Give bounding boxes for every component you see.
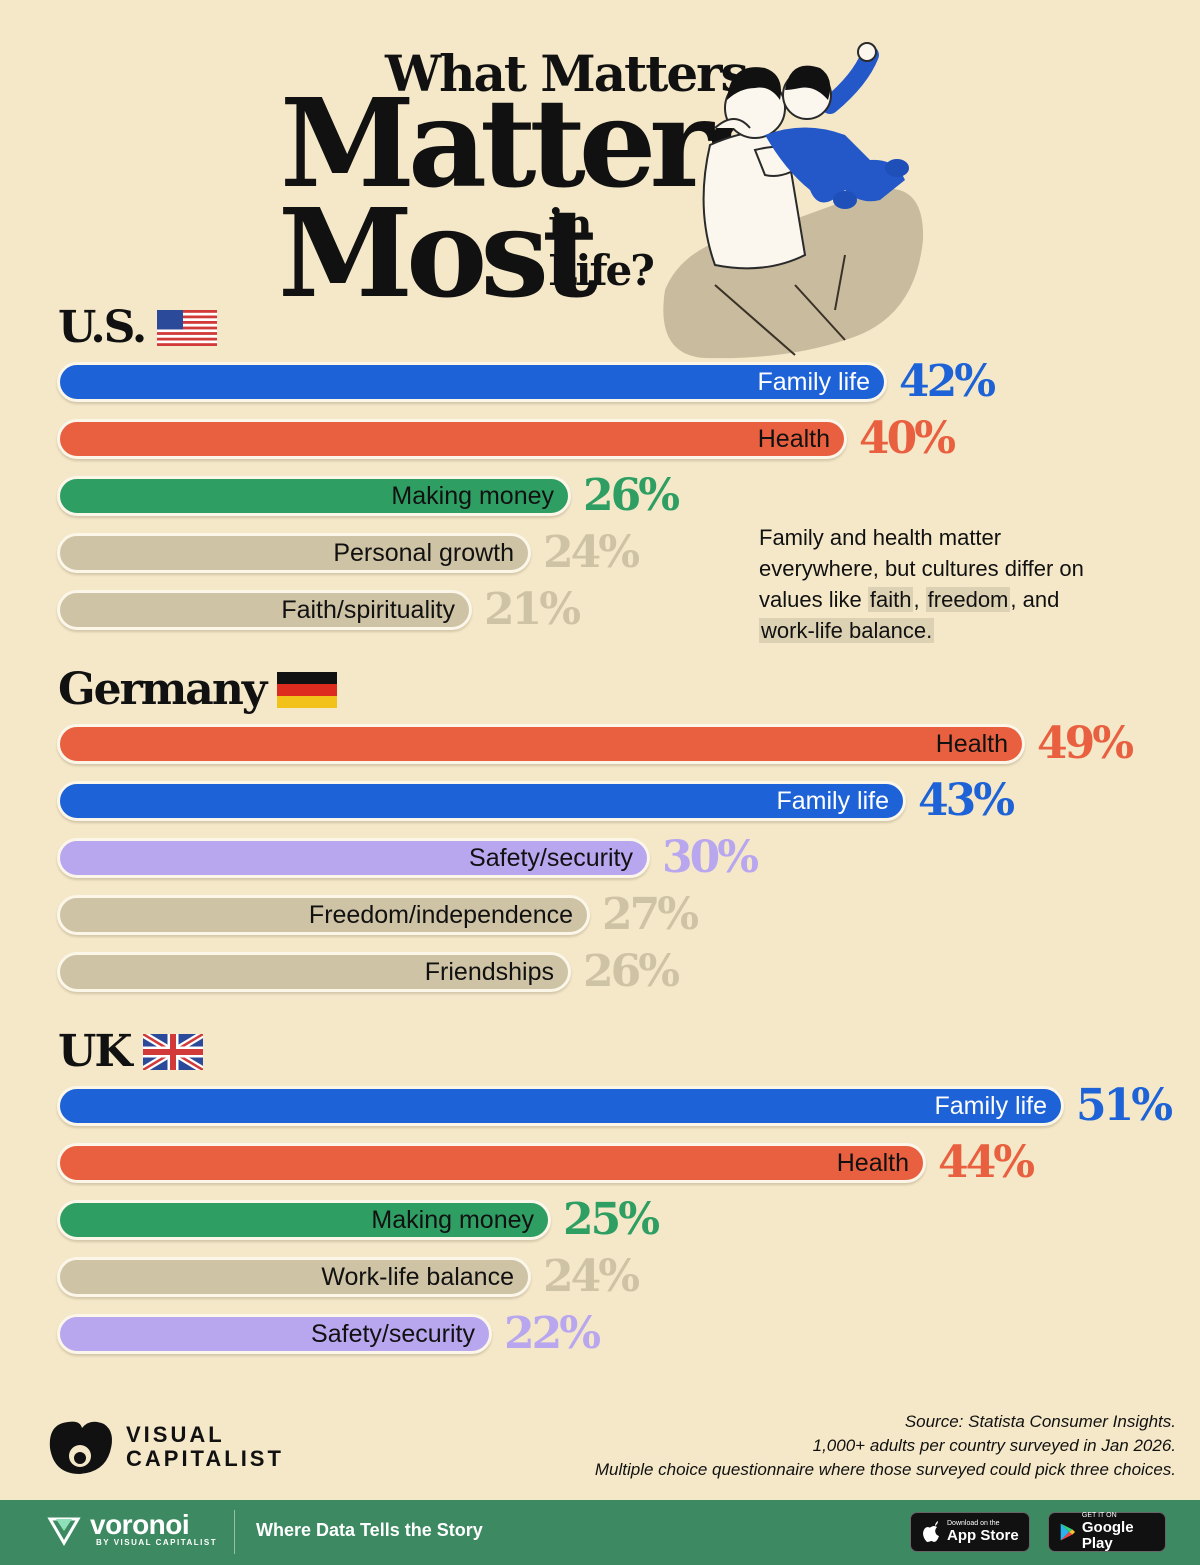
- value-label: 26%: [583, 946, 680, 997]
- bar-label: Faith/spirituality: [281, 595, 455, 624]
- bar: Personal growth: [57, 533, 531, 573]
- value-label: 26%: [583, 470, 680, 521]
- footer-bar: voronoi BY VISUAL CAPITALIST Where Data …: [0, 1500, 1200, 1565]
- value-label: 43%: [918, 775, 1015, 826]
- bar-label: Family life: [776, 786, 889, 815]
- bar-label: Health: [836, 1148, 909, 1177]
- value-label: 51%: [1076, 1080, 1173, 1131]
- bar: Making money: [57, 476, 571, 516]
- bar-label: Family life: [934, 1091, 1047, 1120]
- value-label: 40%: [859, 413, 956, 464]
- vc-wordmark-line-1: VISUAL: [126, 1422, 225, 1447]
- bar: Work-life balance: [57, 1257, 531, 1297]
- bar: Health: [57, 1143, 926, 1183]
- uk-flag-icon: [142, 1033, 203, 1070]
- country-heading-germany: Germany: [58, 664, 338, 715]
- bar: Making money: [57, 1200, 551, 1240]
- bar: Safety/security: [57, 838, 650, 878]
- bar: Family life: [57, 1086, 1064, 1126]
- value-label: 22%: [504, 1308, 601, 1359]
- highlight-freedom: freedom: [925, 587, 1011, 612]
- voronoi-icon: [47, 1517, 81, 1546]
- bar-label: Personal growth: [333, 538, 514, 567]
- source-line-2: 1,000+ adults per country surveyed in Ja…: [812, 1436, 1176, 1455]
- google-play-button[interactable]: GET IT ON Google Play: [1048, 1512, 1166, 1552]
- bar-label: Making money: [391, 481, 554, 510]
- bar: Safety/security: [57, 1314, 492, 1354]
- us-flag-icon: [157, 309, 218, 346]
- title-line-1: What Matters: [385, 44, 749, 103]
- value-label: 24%: [543, 527, 640, 578]
- title-life: Life?: [548, 246, 655, 295]
- bar: Faith/spirituality: [57, 590, 472, 630]
- bar-label: Health: [935, 729, 1008, 758]
- bar: Friendships: [57, 952, 571, 992]
- bar-label: Family life: [757, 367, 870, 396]
- google-play-caption: GET IT ON: [1081, 1512, 1117, 1519]
- footer-tagline: Where Data Tells the Story: [256, 1520, 483, 1540]
- country-name-germany: Germany: [58, 664, 267, 715]
- bar: Health: [57, 419, 847, 459]
- bar-label: Health: [757, 424, 830, 453]
- bar-label: Friendships: [424, 957, 554, 986]
- value-label: 30%: [662, 832, 759, 883]
- value-label: 21%: [484, 584, 581, 635]
- country-heading-us: U.S.: [58, 302, 218, 353]
- google-play-label: Google Play: [1081, 1519, 1134, 1552]
- parent-child-illustration: [663, 42, 924, 359]
- app-store-caption: Download on the: [947, 1520, 1000, 1527]
- voronoi-logo[interactable]: voronoi BY VISUAL CAPITALIST: [46, 1508, 218, 1547]
- bar-label: Freedom/independence: [308, 900, 573, 929]
- footer-divider: [234, 1510, 235, 1554]
- bar-label: Safety/security: [469, 843, 633, 872]
- value-label: 25%: [563, 1194, 660, 1245]
- bar: Health: [57, 724, 1025, 764]
- source-line-1: Source: Statista Consumer Insights.: [904, 1412, 1176, 1431]
- annotation-intro: Family and health matter everywhere, but…: [759, 525, 1084, 612]
- annotation-text: Family and health matter everywhere, but…: [759, 522, 1119, 646]
- germany-flag-icon: [277, 671, 338, 708]
- source-line-3: Multiple choice questionnaire where thos…: [594, 1460, 1176, 1479]
- value-label: 44%: [938, 1137, 1035, 1188]
- value-label: 24%: [543, 1251, 640, 1302]
- bar-label: Making money: [371, 1205, 534, 1234]
- country-name-us: U.S.: [58, 302, 147, 353]
- apple-icon: [923, 1521, 939, 1542]
- vc-wordmark-line-2: CAPITALIST: [126, 1446, 284, 1471]
- vc-wordmark: VISUAL CAPITALIST: [126, 1423, 284, 1471]
- voronoi-subtitle: BY VISUAL CAPITALIST: [96, 1537, 218, 1547]
- bar-label: Safety/security: [311, 1319, 475, 1348]
- country-heading-uk: UK: [58, 1026, 203, 1077]
- google-play-icon: [1060, 1523, 1076, 1541]
- value-label: 42%: [899, 356, 996, 407]
- title-line-3: Most: [278, 181, 598, 325]
- vc-mascot-icon: [49, 1421, 112, 1474]
- bar-label: Work-life balance: [321, 1262, 514, 1291]
- highlight-work-life: work-life balance.: [759, 618, 935, 643]
- bar: Family life: [57, 781, 906, 821]
- highlight-faith: faith: [867, 587, 914, 612]
- value-label: 49%: [1037, 718, 1134, 769]
- voronoi-name: voronoi: [90, 1508, 190, 1540]
- annotation-and: and: [1016, 587, 1060, 612]
- annotation-separator-1: ,: [913, 587, 926, 612]
- app-store-label: App Store: [947, 1527, 1019, 1544]
- value-label: 27%: [602, 889, 699, 940]
- title-in: in: [548, 200, 592, 249]
- bar: Family life: [57, 362, 887, 402]
- app-store-button[interactable]: Download on the App Store: [910, 1512, 1030, 1552]
- annotation-separator-2: ,: [1010, 587, 1017, 612]
- title-line-2: Matters: [280, 71, 775, 215]
- country-name-uk: UK: [58, 1026, 133, 1077]
- source-note: Source: Statista Consumer Insights. 1,00…: [595, 1410, 1176, 1482]
- visual-capitalist-logo: VISUAL CAPITALIST: [44, 1418, 284, 1476]
- bar: Freedom/independence: [57, 895, 590, 935]
